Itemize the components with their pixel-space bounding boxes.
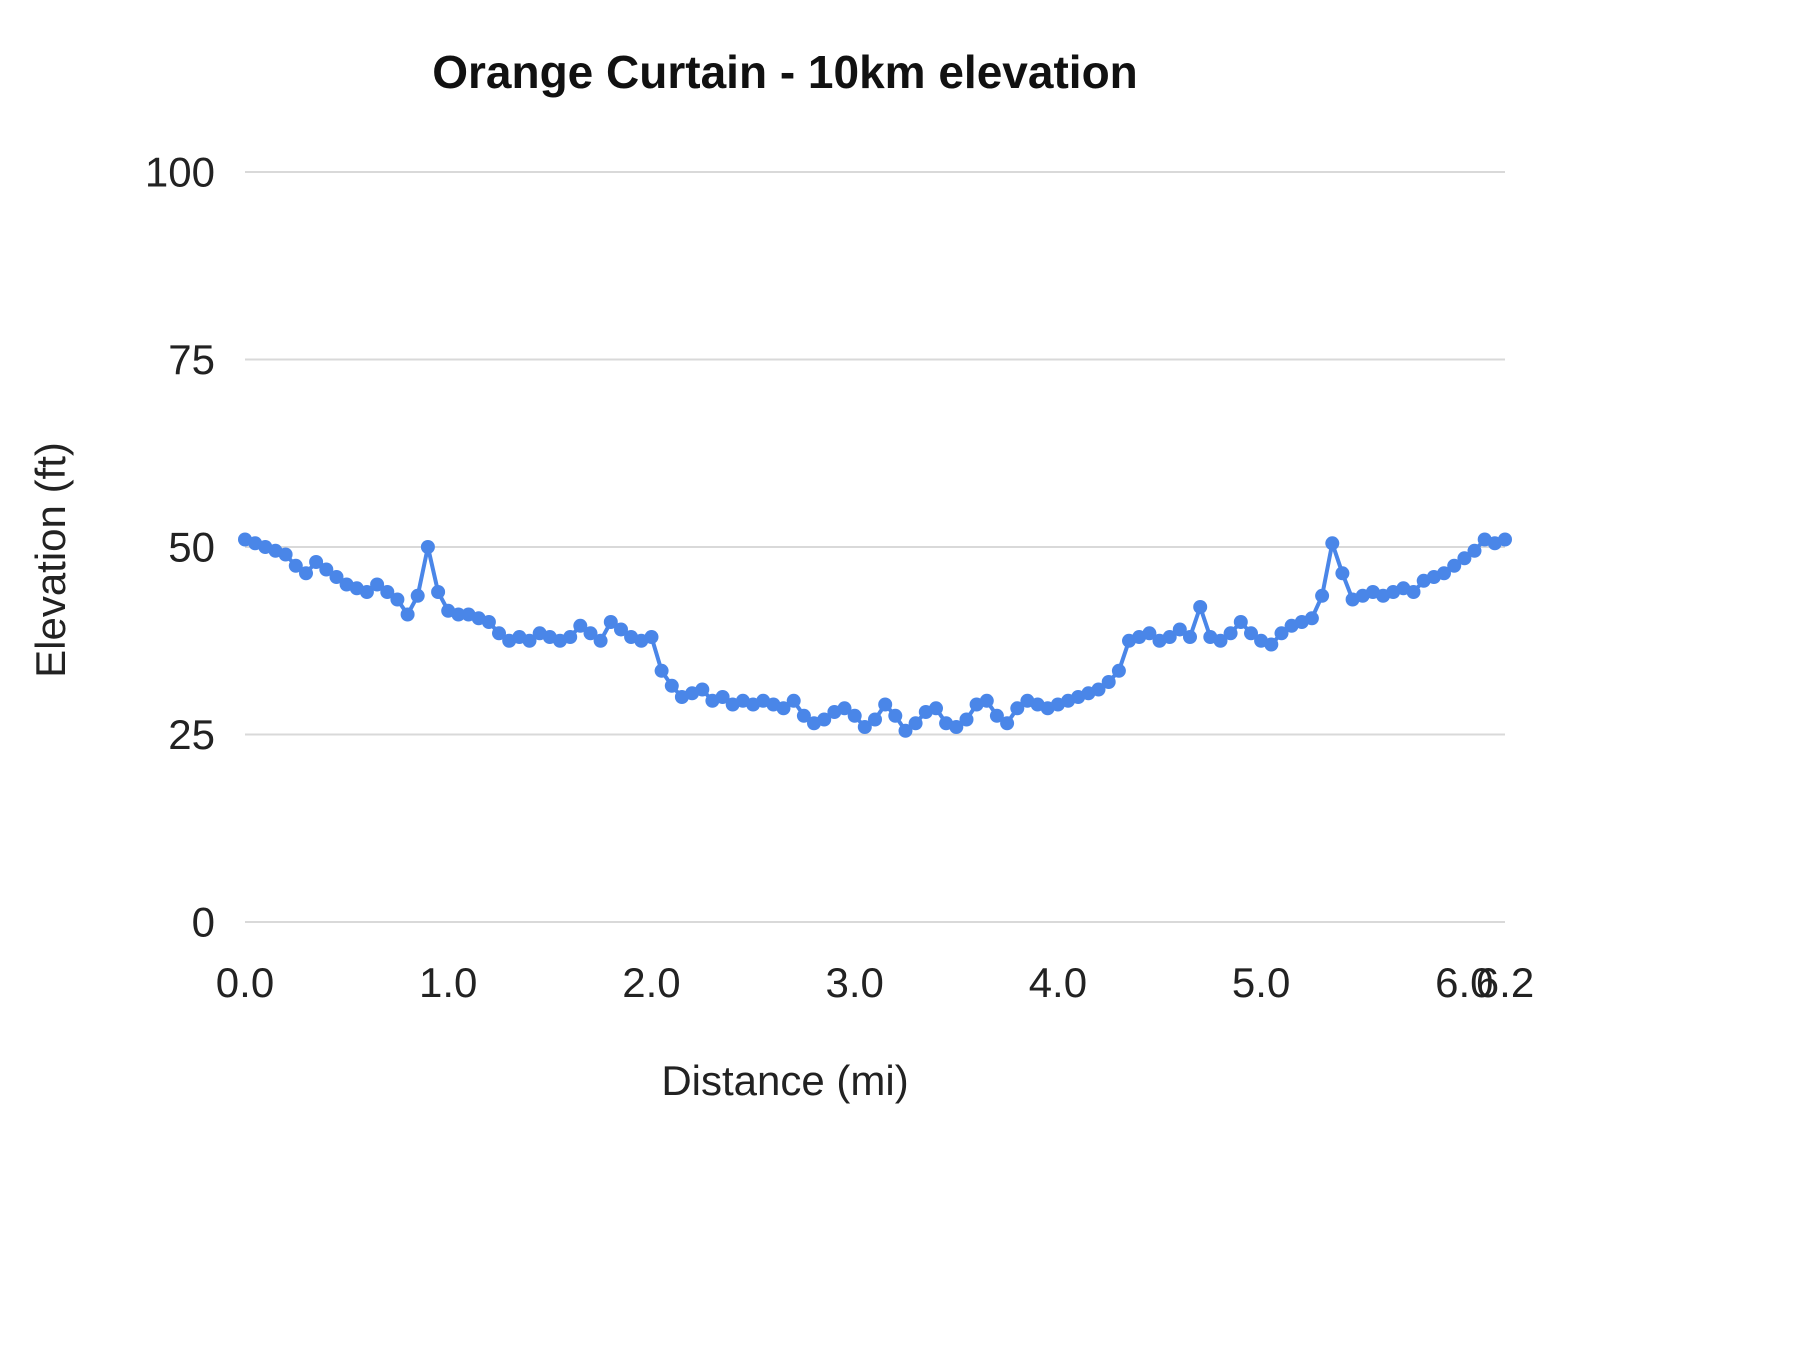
data-point (573, 618, 588, 633)
data-point (898, 723, 913, 738)
data-point (654, 663, 669, 678)
data-point (400, 607, 415, 622)
data-point (1437, 566, 1451, 581)
data-point (868, 712, 882, 727)
data-point (390, 592, 405, 607)
x-tick-label: 5.0 (1232, 959, 1290, 1006)
data-point (614, 622, 628, 637)
data-point (1213, 633, 1228, 648)
data-point (431, 585, 446, 599)
x-tick-label: 6.0 (1435, 959, 1493, 1006)
elevation-series (238, 532, 1512, 738)
data-point (1162, 630, 1177, 644)
data-point (979, 693, 994, 708)
y-tick-label: 75 (168, 336, 215, 383)
data-point (796, 708, 811, 723)
data-point (492, 626, 506, 641)
data-point (299, 566, 313, 581)
data-point (989, 708, 1004, 723)
chart-title: Orange Curtain - 10km elevation (432, 46, 1138, 98)
data-point (359, 585, 374, 599)
data-point (929, 701, 943, 716)
data-point (1315, 588, 1330, 603)
data-point (380, 585, 395, 599)
data-point (329, 570, 344, 584)
data-point (1183, 630, 1197, 644)
data-point (1244, 626, 1258, 641)
data-point (837, 701, 852, 716)
data-point (776, 701, 791, 716)
data-point (1457, 551, 1472, 566)
series-line (243, 537, 1507, 733)
data-point (1111, 663, 1126, 678)
x-tick-label: 3.0 (825, 959, 883, 1006)
data-point (786, 693, 801, 708)
data-point (1447, 558, 1462, 573)
data-point (522, 633, 537, 648)
data-point (1172, 622, 1187, 637)
gridlines (245, 171, 1505, 923)
x-tick-label: 1.0 (419, 959, 477, 1006)
data-point (908, 716, 923, 731)
data-point (695, 682, 710, 697)
data-point (593, 633, 608, 648)
data-point (278, 547, 293, 562)
x-tick-label: 6.2 (1476, 959, 1534, 1006)
y-tick-label: 25 (168, 711, 215, 758)
data-point (644, 630, 659, 644)
data-point (959, 712, 974, 727)
data-point (888, 708, 903, 723)
data-point (309, 555, 324, 569)
x-tick-label: 4.0 (1029, 959, 1087, 1006)
y-tick-label: 100 (145, 149, 215, 196)
data-point (1335, 566, 1350, 581)
data-point (1233, 615, 1248, 629)
data-point (949, 720, 964, 734)
data-point (410, 588, 425, 603)
data-point (847, 708, 862, 723)
data-point (857, 720, 872, 734)
data-point (288, 558, 303, 573)
y-tick-label: 0 (192, 899, 215, 946)
data-point (715, 690, 730, 704)
data-point (1000, 716, 1015, 731)
data-point (583, 626, 598, 641)
x-tick-label: 2.0 (622, 959, 680, 1006)
data-point (563, 630, 578, 644)
x-axis-tick-labels: 0.0 1.0 2.0 3.0 4.0 5.0 6.06.2 (216, 959, 1534, 1006)
data-point (1142, 626, 1157, 641)
data-point (1101, 675, 1116, 689)
x-tick-label: 0.0 (216, 959, 274, 1006)
data-point (1304, 611, 1319, 626)
data-point (664, 678, 679, 693)
data-point (370, 577, 385, 592)
y-axis-tick-labels: 0 25 50 75 100 (145, 149, 215, 946)
data-point (1274, 626, 1289, 641)
data-point (420, 540, 435, 554)
data-point (1467, 543, 1482, 558)
data-point (319, 562, 334, 577)
data-point (1264, 637, 1279, 652)
data-point (1406, 585, 1421, 599)
data-point (481, 615, 496, 629)
data-point (1091, 682, 1106, 697)
x-axis-title: Distance (mi) (661, 1057, 908, 1104)
data-point (1223, 626, 1238, 641)
data-point (1498, 532, 1512, 547)
data-point (1325, 536, 1340, 551)
data-point (1010, 701, 1025, 716)
data-point (817, 712, 832, 727)
y-axis-title: Elevation (ft) (27, 442, 74, 678)
data-point (1193, 600, 1208, 614)
data-point (603, 615, 618, 629)
data-point (451, 607, 466, 622)
y-tick-label: 50 (168, 524, 215, 571)
data-point (878, 697, 893, 712)
